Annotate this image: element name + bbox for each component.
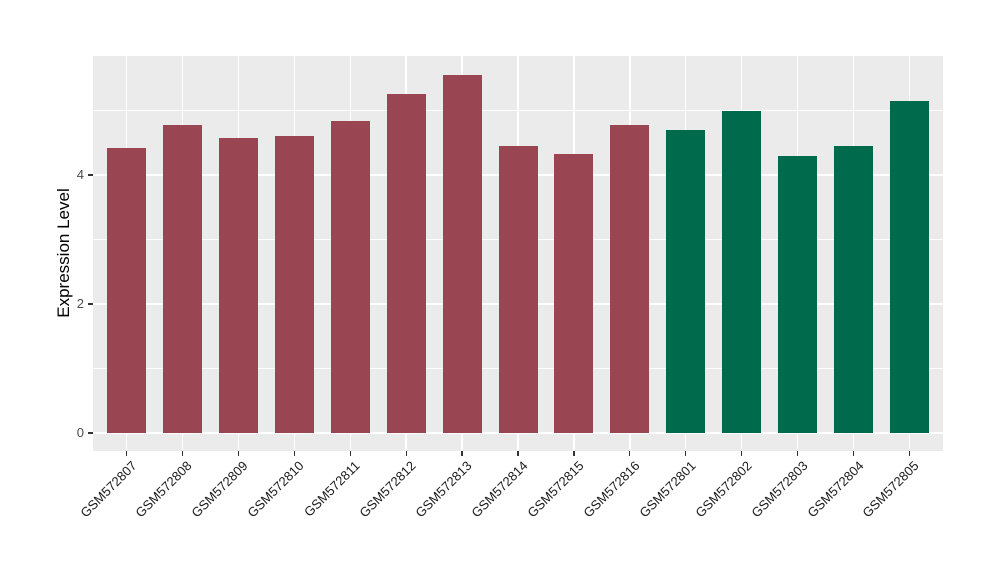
x-tick-label: GSM572814 bbox=[468, 458, 531, 521]
x-tick-label: GSM572804 bbox=[803, 458, 867, 521]
y-tick-mark bbox=[88, 432, 93, 434]
x-tick-label: GSM572811 bbox=[301, 458, 363, 520]
x-tick-mark bbox=[237, 451, 239, 456]
x-tick-mark bbox=[517, 451, 519, 456]
x-tick-label: GSM572803 bbox=[747, 458, 811, 521]
x-tick-label: GSM572815 bbox=[524, 458, 587, 521]
x-tick-mark bbox=[293, 451, 295, 456]
x-tick-mark bbox=[629, 451, 631, 456]
bar bbox=[778, 156, 818, 433]
x-tick-label: GSM572810 bbox=[244, 458, 307, 521]
bar bbox=[610, 124, 650, 433]
bar bbox=[722, 110, 762, 433]
bar bbox=[498, 145, 538, 433]
x-tick-label: GSM572808 bbox=[132, 458, 196, 521]
y-tick-mark bbox=[88, 174, 93, 176]
x-tick-label: GSM572805 bbox=[859, 458, 923, 521]
bar bbox=[554, 154, 594, 433]
y-tick-mark bbox=[88, 303, 93, 305]
plot-panel bbox=[93, 56, 943, 451]
bar bbox=[330, 120, 370, 433]
x-tick-label: GSM572812 bbox=[356, 458, 419, 521]
x-tick-mark bbox=[461, 451, 463, 456]
bar bbox=[274, 136, 314, 433]
x-tick-mark bbox=[573, 451, 575, 456]
bar bbox=[386, 94, 426, 433]
x-tick-mark bbox=[125, 451, 128, 456]
x-tick-mark bbox=[852, 451, 855, 456]
x-tick-label: GSM572807 bbox=[76, 458, 140, 521]
y-tick-label: 4 bbox=[76, 167, 84, 182]
x-tick-label: GSM572816 bbox=[580, 458, 643, 521]
bar bbox=[889, 100, 929, 433]
x-tick-mark bbox=[741, 451, 743, 456]
bar bbox=[442, 75, 482, 433]
y-tick-label: 0 bbox=[76, 425, 84, 440]
bar bbox=[162, 125, 202, 433]
x-tick-mark bbox=[685, 451, 687, 456]
x-tick-mark bbox=[908, 451, 911, 456]
x-tick-mark bbox=[797, 451, 799, 456]
x-tick-label: GSM572801 bbox=[636, 458, 699, 521]
bar bbox=[834, 145, 874, 433]
bar bbox=[666, 130, 706, 433]
y-tick-label: 2 bbox=[76, 296, 84, 311]
x-tick-label: GSM572809 bbox=[188, 458, 251, 521]
x-tick-mark bbox=[181, 451, 184, 456]
x-tick-mark bbox=[405, 451, 407, 456]
x-tick-label: GSM572802 bbox=[692, 458, 755, 521]
bar bbox=[107, 147, 147, 433]
bar bbox=[218, 137, 258, 433]
x-tick-mark bbox=[349, 451, 351, 456]
x-tick-label: GSM572813 bbox=[412, 458, 475, 521]
